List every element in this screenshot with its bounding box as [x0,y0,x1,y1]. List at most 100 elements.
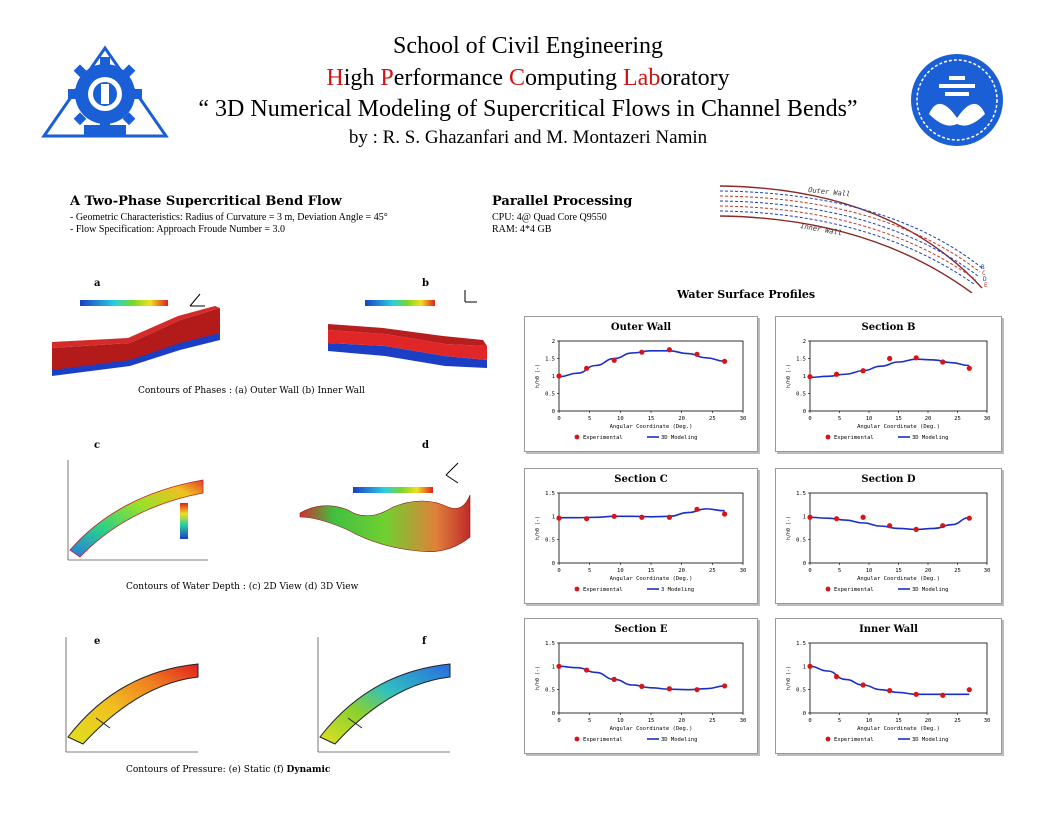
series-experimental-point [966,687,972,693]
x-tick-label: 25 [709,718,716,724]
series-experimental-point [860,514,866,520]
series-experimental-point [694,506,700,512]
header-line-2-part: H [326,65,344,91]
x-tick-label: 0 [808,568,811,574]
x-tick-label: 30 [984,568,991,574]
chart-title: Outer Wall [610,322,672,333]
y-tick-label: 2 [803,339,806,345]
legend-exp-label: Experimental [583,435,623,441]
panel-letter-f: f [422,636,427,647]
series-experimental-point [807,514,813,520]
y-tick-label: 1.5 [796,357,806,363]
bend-diagram: Outer Wall Inner Wall B C D E [710,178,1000,294]
panel-letter-c: c [94,440,101,451]
header-line-4: by : R. S. Ghazanfari and M. Montazeri N… [348,127,708,148]
legend-exp-label: Experimental [834,737,874,743]
header-line-1: School of Civil Engineering [393,33,663,59]
legend-exp-label: Experimental [834,435,874,441]
parallel-title: Parallel Processing [492,194,633,209]
header-line-2-part: omputing [525,65,624,91]
series-experimental-point [860,368,866,374]
header-line-2-part: P [380,65,394,91]
panel-letter-e: e [94,636,101,647]
series-experimental-point [913,355,919,361]
x-tick-label: 20 [678,718,685,724]
y-tick-label: 1 [552,664,555,670]
phase-inner-wall-figure [325,288,490,378]
series-experimental-point [666,514,672,520]
x-tick-label: 0 [557,718,560,724]
header-line-2-part: igh [343,65,381,91]
faculty-logo [40,42,170,142]
x-tick-label: 0 [557,416,560,422]
x-tick-label: 25 [954,416,961,422]
left-section-title: A Two-Phase Supercritical Bend Flow [70,194,342,209]
parallel-cpu: CPU: 4@ Quad Core Q9550 [492,212,607,223]
profiles-title: Water Surface Profiles [677,288,816,301]
x-tick-label: 15 [648,416,655,422]
y-tick-label: 0.5 [796,392,806,398]
chart-outer-wall: Outer Wall 0 0.5 1 1.5 2 0 5 10 15 20 25 30 Angular C… [524,316,758,452]
caption-pressure: Contours of Pressure: (e) Static (f) Dyn… [126,765,331,775]
bend-section-line [719,195,981,273]
y-tick-label: 0 [552,409,555,415]
x-tick-label: 15 [648,718,655,724]
legend-model-label: 3D Modeling [661,435,697,441]
parallel-ram: RAM: 4*4 GB [492,224,552,235]
x-tick-label: 20 [678,568,685,574]
section-label-b: B [981,264,985,271]
y-tick-label: 0 [552,561,555,567]
caption-depth: Contours of Water Depth : (c) 2D View (d… [126,582,359,592]
legend-exp-marker [574,586,580,592]
header-line-3: “ 3D Numerical Modeling of Supercritical… [198,96,858,122]
series-experimental-point [556,663,562,669]
y-tick-label: 2 [552,339,555,345]
plot-area [558,642,744,714]
chart-title: Inner Wall [859,624,918,635]
legend-exp-marker [825,586,831,592]
series-experimental-point [584,365,590,371]
x-tick-label: 5 [588,416,591,422]
chart-title: Section B [861,322,916,333]
y-tick-label: 1 [803,374,806,380]
series-experimental-point [860,682,866,688]
series-experimental-point [722,511,728,517]
series-experimental-point [666,686,672,692]
x-tick-label: 20 [925,416,932,422]
y-tick-label: 1 [552,374,555,380]
y-axis-label: h/h0 (-) [786,666,792,690]
chart-inner-wall: Inner Wall 0 0.5 1 1.5 0 5 10 15 20 25 30 Angular Co… [775,618,1002,754]
y-tick-label: 1.5 [796,491,806,497]
y-tick-label: 0.5 [545,392,555,398]
bend-section-line [719,210,975,285]
chart-section-e: Section E 0 0.5 1 1.5 0 5 10 15 20 25 30 Angular Coo… [524,618,758,754]
x-tick-label: 25 [954,718,961,724]
series-experimental-point [722,683,728,689]
pressure-dynamic-figure [310,632,455,762]
legend-model-label: 3D Modeling [912,737,948,743]
series-experimental-point [694,687,700,693]
x-tick-label: 30 [984,718,991,724]
x-tick-label: 0 [808,416,811,422]
series-experimental-point [639,349,645,355]
legend-model-label: 3D Modeling [912,587,948,593]
x-axis-label: Angular Coordinate (Deg.) [610,726,693,732]
bullet-flow: - Flow Specification: Approach Froude Nu… [70,224,286,235]
legend-exp-label: Experimental [583,587,623,593]
header-line-2-part: oratory [660,65,730,91]
series-experimental-point [887,523,893,529]
legend-exp-marker [825,434,831,440]
x-tick-label: 25 [709,568,716,574]
bend-section-line [719,190,983,269]
y-axis-label: h/h0 (-) [786,364,792,388]
series-experimental-point [807,663,813,669]
y-tick-label: 1.5 [545,491,555,497]
series-experimental-point [833,371,840,377]
y-tick-label: 1.5 [545,357,555,363]
series-experimental-point [722,358,728,364]
x-axis-label: Angular Coordinate (Deg.) [610,424,693,430]
x-tick-label: 30 [740,568,747,574]
y-tick-label: 1 [552,514,555,520]
x-tick-label: 30 [740,718,747,724]
plot-area [809,340,988,412]
